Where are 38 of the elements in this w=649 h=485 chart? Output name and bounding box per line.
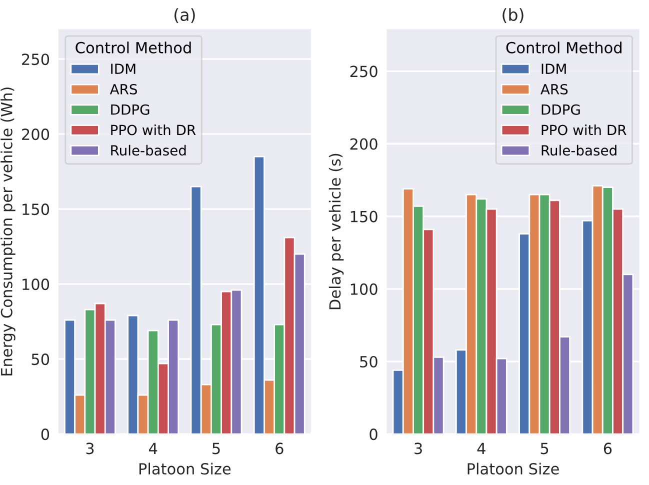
y-tick-label: 0 [370,428,378,440]
y-tick-label: 200 [22,128,50,140]
x-axis-title: Platoon Size [468,462,559,475]
y-tick-label: 150 [350,210,378,222]
chart-title: (a) [174,8,195,23]
legend-title: Control Method [76,42,191,54]
y-tick-label: 100 [350,283,378,295]
x-tick-label: 6 [276,442,284,454]
y-tick-label: 50 [360,356,378,368]
x-tick-label: 4 [477,442,486,454]
x-tick-label: 4 [149,442,158,454]
y-axis-title: Energy Consumption per vehicle (Wh) [0,88,16,376]
x-axis-title: Platoon Size [139,462,231,475]
x-tick-label: 5 [212,442,220,454]
legend-label: IDM [542,64,566,74]
y-tick-label: 0 [41,428,50,440]
x-tick-label: 3 [86,442,94,454]
legend-label: DDPG [542,104,580,115]
legend-label: Rule-based [542,144,616,156]
x-tick-label: 3 [414,442,422,454]
y-tick-label: 250 [350,66,378,78]
y-tick-label: 100 [22,278,50,290]
chart-title: (b) [502,8,524,23]
legend-title: Control Method [506,42,622,54]
y-tick-label: 250 [22,54,50,66]
legend-label: IDM [111,64,136,74]
legend-label: Rule-based [111,144,186,156]
legend-label: ARS [110,84,137,94]
legend-label: PPO with DR [111,124,196,136]
x-tick-label: 5 [540,442,548,454]
y-tick-label: 150 [22,204,50,216]
x-tick-label: 6 [604,442,612,454]
y-axis-title: Delay per vehicle (s) [328,154,344,310]
legend-label: PPO with DR [542,124,626,136]
legend-label: ARS [540,84,568,94]
legend-label: DDPG [111,104,150,115]
y-tick-label: 200 [350,138,378,150]
y-tick-label: 50 [32,354,50,366]
